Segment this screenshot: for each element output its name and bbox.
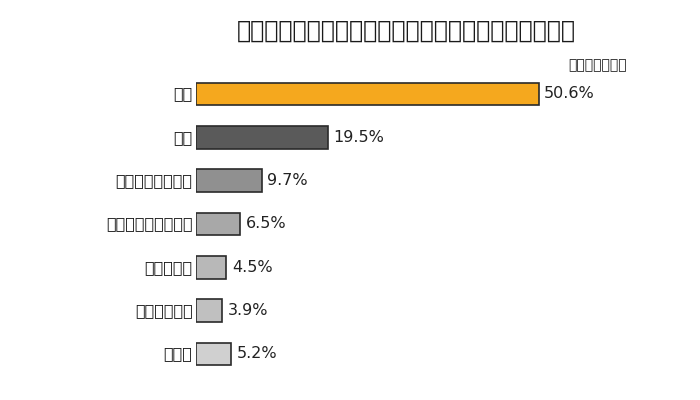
Text: 3.9%: 3.9% [228, 303, 268, 318]
Text: 料金: 料金 [174, 86, 192, 102]
Text: データ容量の有無: データ容量の有無 [116, 173, 192, 188]
Text: 利用開始までの早さ: 利用開始までの早さ [106, 216, 193, 232]
Bar [196, 83, 539, 105]
Text: 提供エリア: 提供エリア [144, 260, 192, 275]
Title: ホームルーターを選ぶときに重要視したポイントは？: ホームルーターを選ぶときに重要視したポイントは？ [237, 18, 575, 42]
Bar [196, 343, 231, 365]
Bar [196, 169, 262, 192]
Text: 6.5%: 6.5% [246, 216, 286, 232]
Bar [196, 299, 223, 322]
Text: 9.7%: 9.7% [267, 173, 308, 188]
Bar [196, 213, 240, 235]
Text: 速度: 速度 [174, 130, 192, 145]
Bar [196, 126, 328, 148]
Text: 50.6%: 50.6% [544, 86, 595, 102]
Text: 特典の豊富さ: 特典の豊富さ [135, 303, 192, 318]
Text: （複数回答可）: （複数回答可） [568, 58, 626, 72]
Text: 4.5%: 4.5% [232, 260, 272, 275]
Text: 19.5%: 19.5% [333, 130, 384, 145]
Bar [196, 256, 227, 278]
Text: 5.2%: 5.2% [237, 346, 277, 362]
Text: その他: その他 [164, 346, 193, 362]
